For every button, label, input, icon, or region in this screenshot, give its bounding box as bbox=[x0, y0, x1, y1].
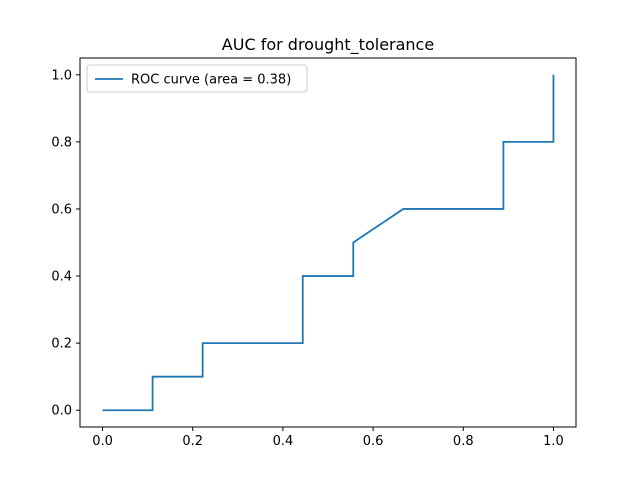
legend: ROC curve (area = 0.38) bbox=[86, 64, 308, 93]
y-tick-label: 1.0 bbox=[51, 68, 72, 83]
x-tick-label: 0.8 bbox=[453, 434, 474, 449]
y-tick-label: 0.2 bbox=[51, 337, 72, 352]
plot-frame bbox=[79, 57, 577, 428]
legend-box bbox=[86, 64, 308, 93]
x-tick-label: 0.0 bbox=[92, 434, 113, 449]
roc-curve-line bbox=[102, 74, 555, 412]
legend-label: ROC curve (area = 0.38) bbox=[131, 73, 291, 88]
y-tick-label: 0.4 bbox=[51, 270, 72, 285]
series-layer bbox=[102, 74, 555, 412]
y-tick-label: 0.8 bbox=[51, 135, 72, 150]
x-tick-label: 0.4 bbox=[273, 434, 294, 449]
x-tick-label: 1.0 bbox=[543, 434, 564, 449]
y-tick-label: 0.6 bbox=[51, 202, 72, 217]
axes: 0.0 0.2 0.4 0.6 0.8 1.0 0.0 0.2 0.4 0.6 0.8 1.0 bbox=[51, 57, 577, 449]
x-tick-label: 0.2 bbox=[182, 434, 203, 449]
chart-title: AUC for drought_tolerance bbox=[222, 35, 434, 55]
y-tick-label: 0.0 bbox=[51, 404, 72, 419]
x-tick-label: 0.6 bbox=[363, 434, 384, 449]
